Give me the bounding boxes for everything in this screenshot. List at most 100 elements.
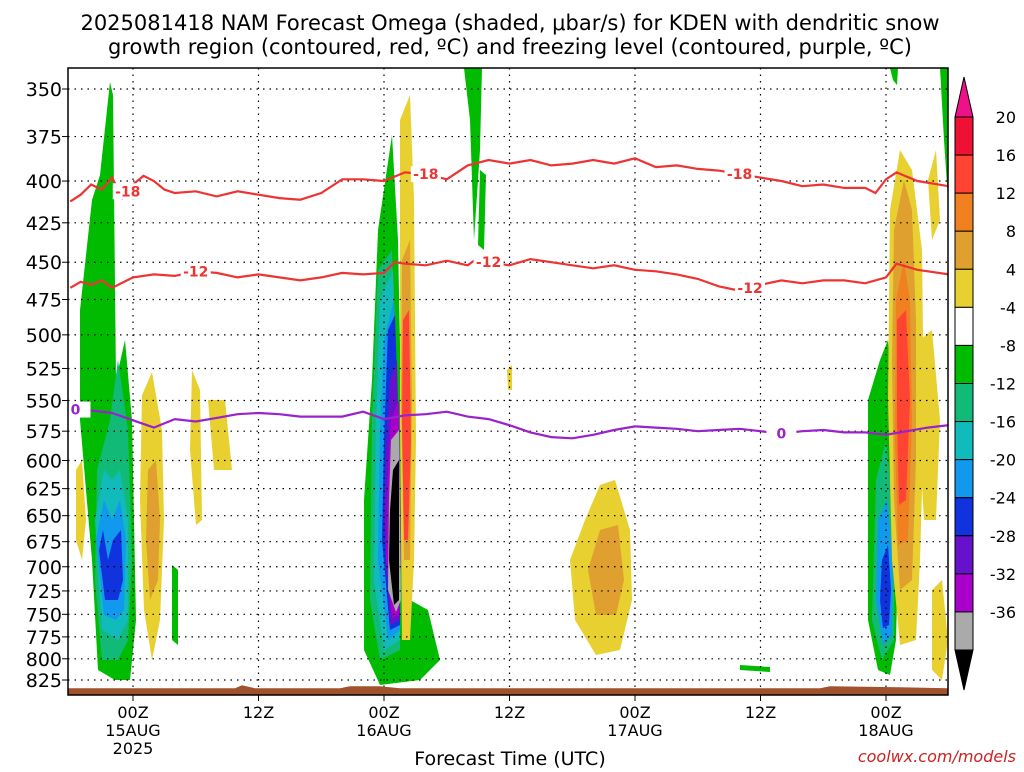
credit-text: coolwx.com/models [858,747,1016,766]
omega-colorbar: 20 16 12 8 4 -4 -8 -12 -16 -20 -24 -28 -32 -36 [954,76,1016,691]
omega-region [588,525,624,615]
y-tick-label: 800 [26,649,62,671]
contour-label: -18 [115,184,140,200]
omega-region [172,565,178,645]
contour-label-bg [724,166,755,183]
omega-region [146,460,160,600]
colorbar-label: -4 [1000,298,1016,317]
contour-label-bg [68,401,91,418]
colorbar-swatch [954,573,974,613]
terrain-surface [68,685,948,695]
y-tick-label: 475 [26,289,62,311]
colorbar-swatch [954,192,974,232]
x-tick-label: 12Z [243,703,274,722]
y-tick-label: 650 [26,506,62,528]
x-tick-label: 00Z [870,703,901,722]
contour-label: -12 [476,255,501,271]
y-tick-label: 600 [26,451,62,473]
y-tick-label: 575 [26,421,62,443]
temperature-contours: -18 -18 -18 -12 -12 -12 0 0 [68,157,948,443]
y-tick-label: 375 [26,127,62,149]
x-tick-year: 2025 [113,739,154,758]
contour-label-bg [766,425,797,442]
colorbar-label: -36 [990,603,1016,622]
colorbar-swatch [954,230,974,270]
omega-region [389,460,399,605]
omega-region [464,68,482,240]
contour-label: -18 [413,167,438,183]
colorbar-label: 4 [1006,260,1016,279]
pressure-axis: 350 375 400 425 450 475 500 525 550 575 600 625 650 6… [26,79,68,692]
omega-region [932,580,948,680]
y-tick-label: 500 [26,325,62,347]
x-axis-title: Forecast Time (UTC) [414,748,605,768]
x-tick-date: 17AUG [607,721,662,740]
colorbar-swatch [954,611,974,651]
colorbar-swatch [954,116,974,156]
y-tick-label: 450 [26,252,62,274]
colorbar-swatch [954,535,974,575]
colorbar-label: -28 [990,527,1016,546]
colorbar-label: -32 [990,565,1016,584]
colorbar-label: 12 [996,184,1016,203]
omega-region [918,330,940,520]
plot-frame [67,67,949,696]
colorbar-swatch [954,497,974,537]
omega-region [99,530,123,600]
colorbar-label: -8 [1000,336,1016,355]
omega-region [507,365,512,390]
y-tick-label: 825 [26,670,62,692]
y-tick-label: 700 [26,557,62,579]
x-tick-label: 00Z [368,703,399,722]
x-tick-label: 12Z [494,703,525,722]
colorbar-swatch [954,383,974,423]
colorbar-label: -16 [990,413,1016,432]
y-tick-label: 725 [26,581,62,603]
x-tick-label: 00Z [619,703,650,722]
contour-label-bg [735,279,766,296]
contour-label: -12 [183,264,208,280]
omega-region [740,665,770,672]
colorbar-label: -20 [990,451,1016,470]
contour-label: 0 [71,403,81,419]
colorbar-label: -12 [990,375,1016,394]
x-tick-date: 18AUG [858,721,913,740]
omega-region [880,545,891,628]
x-tick-date: 15AUG [105,721,160,740]
y-tick-label: 550 [26,391,62,413]
y-tick-label: 400 [26,171,62,193]
contour-label-bg [180,263,211,280]
y-tick-label: 625 [26,479,62,501]
chart-title-line2: growth region (contoured, red, ºC) and f… [108,35,912,59]
chart-title-line1: 2025081418 NAM Forecast Omega (shaded, μ… [80,11,939,35]
y-tick-label: 675 [26,532,62,554]
omega-region [890,68,898,85]
x-tick-label: 00Z [117,703,148,722]
x-tick-date: 16AUG [356,721,411,740]
colorbar-swatch [954,268,974,308]
omega-region [897,310,910,505]
omega-region [190,370,202,525]
contour-label-bg [473,254,504,271]
colorbar-label: 20 [996,108,1016,127]
contour-label-bg [410,166,441,183]
colorbar-label: 16 [996,146,1016,165]
omega-region [940,68,948,200]
colorbar-swatch [954,306,974,346]
omega-region [928,150,940,240]
omega-region [76,460,86,560]
contour-label-bg [112,183,143,200]
grid-lines [68,68,948,695]
contour-line [70,408,948,440]
colorbar-swatch [954,154,974,194]
y-tick-label: 525 [26,358,62,380]
contour-line [69,157,948,203]
x-tick-label: 12Z [745,703,776,722]
contour-label: -12 [737,281,762,297]
colorbar-swatch [954,344,974,384]
omega-shading [76,68,948,685]
colorbar-label: -24 [990,489,1016,508]
contour-label: -18 [727,167,752,183]
